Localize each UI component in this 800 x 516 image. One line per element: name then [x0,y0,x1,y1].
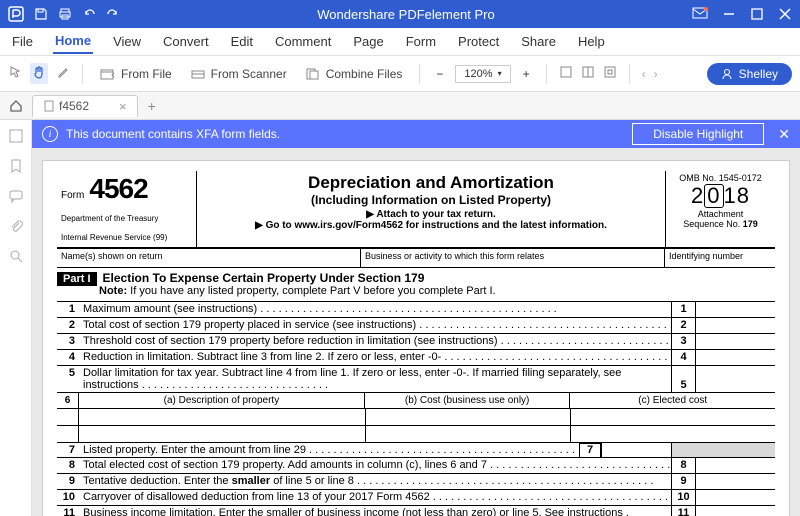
document-area: i This document contains XFA form fields… [32,120,800,516]
line9: Tentative deduction. Enter the smaller o… [79,474,671,489]
hand-tool-icon[interactable] [30,63,48,84]
xfa-banner: i This document contains XFA form fields… [32,120,800,148]
user-pill[interactable]: Shelley [707,63,792,85]
tool-bar: From File From Scanner Combine Files − 1… [0,56,800,92]
app-logo-icon [8,6,24,22]
menu-comment[interactable]: Comment [273,30,333,53]
tab-row: f4562 × + [0,92,800,120]
actual-size-icon[interactable] [603,65,617,82]
line11: Business income limitation. Enter the sm… [79,506,671,516]
edit-tool-icon[interactable] [56,65,70,82]
save-icon[interactable] [34,7,48,21]
select-tool-icon[interactable] [8,65,22,82]
form-title: Depreciation and Amortization [203,173,659,193]
menu-view[interactable]: View [111,30,143,53]
zoom-out-icon[interactable]: − [432,67,447,81]
form-goto: ▶ Go to www.irs.gov/Form4562 for instruc… [203,220,659,231]
part1-header: Part IElection To Expense Certain Proper… [57,268,775,302]
zoom-in-icon[interactable]: + [519,67,534,81]
maximize-icon[interactable] [750,7,764,21]
mail-icon[interactable] [692,6,708,23]
side-panel [0,120,32,516]
business-label: Business or activity to which this form … [361,249,665,267]
idnum-label: Identifying number [665,249,775,267]
form-page: Form 4562 Department of the Treasury Int… [42,160,790,516]
disable-highlight-button[interactable]: Disable Highlight [632,123,764,145]
document-tab[interactable]: f4562 × [32,95,138,117]
menu-help[interactable]: Help [576,30,607,53]
menu-convert[interactable]: Convert [161,30,211,53]
line3: Threshold cost of section 179 property b… [79,334,671,349]
form-subtitle: (Including Information on Listed Propert… [203,193,659,207]
line2: Total cost of section 179 property place… [79,318,671,333]
banner-msg: This document contains XFA form fields. [66,127,280,141]
omb-number: OMB No. 1545-0172 [670,173,771,183]
from-file-button[interactable]: From File [95,64,177,84]
bookmark-icon[interactable] [8,158,24,174]
line10: Carryover of disallowed deduction from l… [79,490,671,505]
menu-home[interactable]: Home [53,29,93,54]
title-bar: Wondershare PDFelement Pro [0,0,800,28]
from-scanner-button[interactable]: From Scanner [185,64,292,84]
col-a: (a) Description of property [79,393,365,408]
zoom-level[interactable]: 120%▾ [455,65,510,83]
menu-bar: File Home View Convert Edit Comment Page… [0,28,800,56]
col-c: (c) Elected cost [570,393,775,408]
minimize-icon[interactable] [722,7,736,21]
form-attach: ▶ Attach to your tax return. [203,209,659,220]
fit-width-icon[interactable] [559,65,573,82]
line5: Dollar limitation for tax year. Subtract… [79,366,671,392]
info-icon: i [42,126,58,142]
redo-icon[interactable] [106,7,120,21]
menu-share[interactable]: Share [519,30,558,53]
search-icon[interactable] [8,248,24,264]
tab-close-icon[interactable]: × [119,99,127,114]
combine-files-button[interactable]: Combine Files [300,64,408,84]
thumbnail-icon[interactable] [8,128,24,144]
home-tab-icon[interactable] [6,96,26,116]
next-icon[interactable]: › [654,67,658,81]
line7: Listed property. Enter the amount from l… [79,443,579,457]
app-title: Wondershare PDFelement Pro [120,7,692,22]
names-label: Name(s) shown on return [57,249,361,267]
form-number: 4562 [89,173,147,205]
dept-line2: Internal Revenue Service (99) [61,234,192,243]
close-icon[interactable] [778,7,792,21]
print-icon[interactable] [58,7,72,21]
prev-icon[interactable]: ‹ [642,67,646,81]
undo-icon[interactable] [82,7,96,21]
tax-year: 2018 [670,183,771,209]
annotations-icon[interactable] [8,188,24,204]
menu-file[interactable]: File [10,30,35,53]
banner-close-icon[interactable]: ✕ [778,126,790,143]
dept-line1: Department of the Treasury [61,215,192,224]
attachment-icon[interactable] [8,218,24,234]
form-word: Form [61,190,84,201]
tab-add-icon[interactable]: + [148,98,156,114]
line1: Maximum amount (see instructions) [79,302,671,317]
col-b: (b) Cost (business use only) [365,393,571,408]
menu-edit[interactable]: Edit [229,30,255,53]
menu-page[interactable]: Page [351,30,385,53]
fit-page-icon[interactable] [581,65,595,82]
menu-protect[interactable]: Protect [456,30,501,53]
menu-form[interactable]: Form [404,30,438,53]
line4: Reduction in limitation. Subtract line 3… [79,350,671,365]
line8: Total elected cost of section 179 proper… [79,458,671,473]
